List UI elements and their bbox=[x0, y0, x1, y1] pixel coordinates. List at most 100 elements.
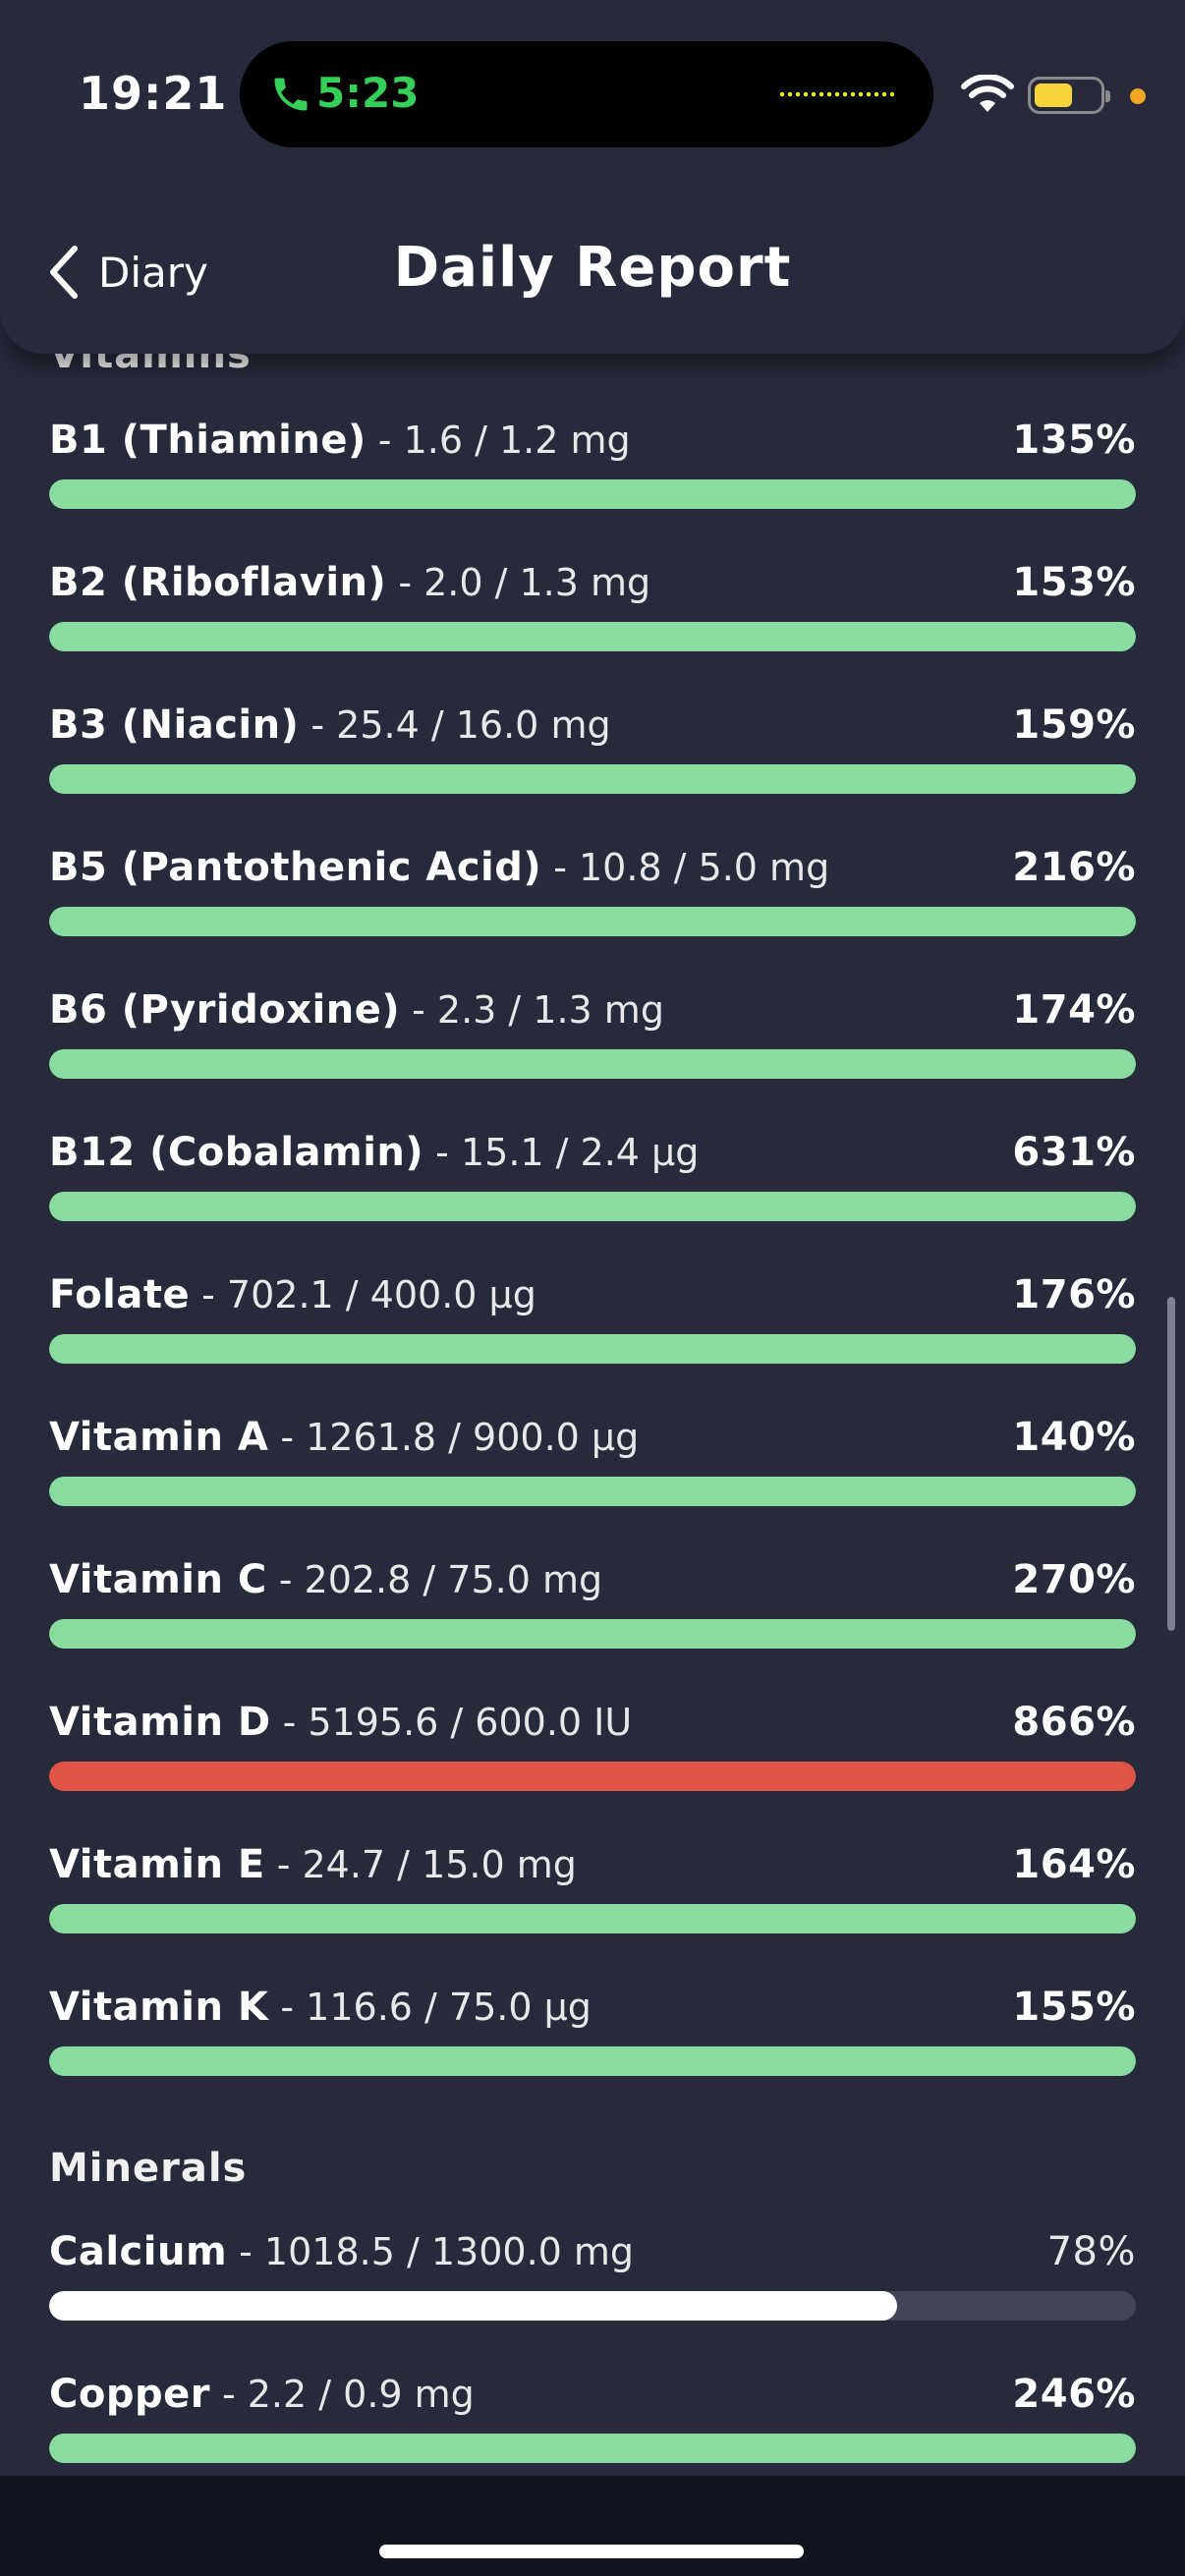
progress-bar-fill bbox=[49, 1904, 1136, 1933]
progress-bar bbox=[49, 1904, 1136, 1933]
nutrient-name: Vitamin K bbox=[49, 1985, 269, 2030]
nutrient-row[interactable]: Vitamin E - 24.7 / 15.0 mg 164% bbox=[49, 1835, 1136, 1933]
bottom-bar bbox=[0, 2476, 1185, 2576]
nutrient-name: B2 (Riboflavin) bbox=[49, 560, 387, 605]
home-indicator[interactable] bbox=[379, 2545, 804, 2558]
nutrient-amount: - 25.4 / 16.0 mg bbox=[310, 703, 611, 747]
nutrient-row[interactable]: Vitamin A - 1261.8 / 900.0 µg 140% bbox=[49, 1408, 1136, 1506]
progress-bar bbox=[49, 907, 1136, 936]
nutrient-percent: 159% bbox=[1012, 702, 1136, 748]
progress-bar bbox=[49, 764, 1136, 794]
nutrient-amount: - 15.1 / 2.4 µg bbox=[435, 1131, 700, 1174]
nutrient-name: B1 (Thiamine) bbox=[49, 418, 367, 463]
nutrient-amount: - 116.6 / 75.0 µg bbox=[280, 1986, 592, 2029]
battery-icon bbox=[1028, 77, 1110, 114]
nutrient-row[interactable]: Vitamin K - 116.6 / 75.0 µg 155% bbox=[49, 1978, 1136, 2076]
progress-bar-fill bbox=[49, 2291, 897, 2321]
progress-bar-fill bbox=[49, 1049, 1136, 1079]
progress-bar bbox=[49, 2434, 1136, 2463]
nutrient-percent: 631% bbox=[1012, 1130, 1136, 1175]
nutrient-amount: - 702.1 / 400.0 µg bbox=[201, 1273, 536, 1316]
progress-bar-fill bbox=[49, 2434, 1136, 2463]
nutrient-row[interactable]: Calcium - 1018.5 / 1300.0 mg 78% bbox=[49, 2222, 1136, 2321]
nutrient-name: Folate bbox=[49, 1272, 191, 1317]
nutrient-amount: - 1261.8 / 900.0 µg bbox=[280, 1416, 640, 1459]
nutrient-percent: 246% bbox=[1012, 2372, 1136, 2417]
progress-bar bbox=[49, 1477, 1136, 1506]
nutrient-amount: - 1.6 / 1.2 mg bbox=[377, 419, 631, 462]
progress-bar bbox=[49, 479, 1136, 509]
progress-bar bbox=[49, 1619, 1136, 1649]
nutrient-name: Copper bbox=[49, 2372, 210, 2417]
nutrient-name: B3 (Niacin) bbox=[49, 702, 300, 748]
nutrient-percent: 155% bbox=[1012, 1985, 1136, 2030]
progress-bar-fill bbox=[49, 1192, 1136, 1221]
battery-level bbox=[1035, 84, 1072, 107]
progress-bar-fill bbox=[49, 1762, 1136, 1791]
nutrient-row[interactable]: B12 (Cobalamin) - 15.1 / 2.4 µg 631% bbox=[49, 1123, 1136, 1221]
report-scroll-view[interactable]: Vitamins B1 (Thiamine) - 1.6 / 1.2 mg 135%… bbox=[0, 0, 1185, 2476]
nutrient-name: Vitamin C bbox=[49, 1557, 267, 1602]
nutrient-name: Vitamin D bbox=[49, 1700, 271, 1745]
scrollbar[interactable] bbox=[1167, 1297, 1175, 1631]
nutrient-row[interactable]: B2 (Riboflavin) - 2.0 / 1.3 mg 153% bbox=[49, 553, 1136, 651]
progress-bar-fill bbox=[49, 1334, 1136, 1364]
nutrient-name: Calcium bbox=[49, 2229, 228, 2274]
progress-bar bbox=[49, 622, 1136, 651]
nutrient-percent: 174% bbox=[1012, 987, 1136, 1033]
dynamic-island-call[interactable]: 5:23 bbox=[240, 41, 933, 147]
nutrient-percent: 866% bbox=[1012, 1700, 1136, 1745]
chevron-left-icon bbox=[50, 246, 78, 299]
nutrient-amount: - 24.7 / 15.0 mg bbox=[276, 1843, 577, 1886]
progress-bar bbox=[49, 1192, 1136, 1221]
progress-bar bbox=[49, 1334, 1136, 1364]
back-button[interactable]: Diary bbox=[47, 238, 208, 307]
nutrient-amount: - 10.8 / 5.0 mg bbox=[553, 846, 830, 889]
progress-bar-fill bbox=[49, 907, 1136, 936]
back-button-label: Diary bbox=[98, 248, 208, 297]
phone-icon bbox=[274, 78, 308, 111]
wifi-icon bbox=[961, 75, 1014, 112]
progress-bar bbox=[49, 1049, 1136, 1079]
progress-bar bbox=[49, 1762, 1136, 1791]
nutrient-amount: - 5195.6 / 600.0 IU bbox=[282, 1701, 633, 1744]
call-timer: 5:23 bbox=[316, 69, 420, 117]
nutrient-name: Vitamin E bbox=[49, 1842, 265, 1887]
nutrient-amount: - 202.8 / 75.0 mg bbox=[278, 1558, 603, 1601]
nutrient-percent: 270% bbox=[1012, 1557, 1136, 1602]
progress-bar bbox=[49, 2291, 1136, 2321]
nutrient-percent: 78% bbox=[1046, 2229, 1136, 2274]
nutrient-row[interactable]: B6 (Pyridoxine) - 2.3 / 1.3 mg 174% bbox=[49, 980, 1136, 1079]
nutrient-percent: 135% bbox=[1012, 418, 1136, 463]
section-title-minerals: Minerals bbox=[49, 2146, 248, 2191]
nutrient-percent: 153% bbox=[1012, 560, 1136, 605]
nutrient-row[interactable]: Copper - 2.2 / 0.9 mg 246% bbox=[49, 2365, 1136, 2463]
progress-bar-fill bbox=[49, 479, 1136, 509]
nutrient-row[interactable]: Vitamin C - 202.8 / 75.0 mg 270% bbox=[49, 1550, 1136, 1649]
nutrient-name: B5 (Pantothenic Acid) bbox=[49, 845, 542, 890]
progress-bar-fill bbox=[49, 764, 1136, 794]
nutrient-percent: 176% bbox=[1012, 1272, 1136, 1317]
progress-bar bbox=[49, 2046, 1136, 2076]
nutrient-row[interactable]: B5 (Pantothenic Acid) - 10.8 / 5.0 mg 216% bbox=[49, 838, 1136, 936]
audio-waveform-icon bbox=[778, 91, 894, 97]
nutrient-name: B6 (Pyridoxine) bbox=[49, 987, 401, 1033]
nutrient-name: B12 (Cobalamin) bbox=[49, 1130, 424, 1175]
privacy-indicator-dot bbox=[1130, 88, 1146, 104]
nutrient-row[interactable]: Folate - 702.1 / 400.0 µg 176% bbox=[49, 1265, 1136, 1364]
progress-bar-fill bbox=[49, 2046, 1136, 2076]
status-bar: 19:21 5:23 bbox=[0, 0, 1185, 187]
nutrient-name: Vitamin A bbox=[49, 1415, 269, 1460]
nutrient-amount: - 2.3 / 1.3 mg bbox=[412, 988, 664, 1032]
nutrient-row[interactable]: B1 (Thiamine) - 1.6 / 1.2 mg 135% bbox=[49, 411, 1136, 509]
progress-bar-fill bbox=[49, 1477, 1136, 1506]
status-time: 19:21 bbox=[79, 67, 228, 120]
nutrient-row[interactable]: B3 (Niacin) - 25.4 / 16.0 mg 159% bbox=[49, 696, 1136, 794]
nutrient-percent: 216% bbox=[1012, 845, 1136, 890]
nutrient-row[interactable]: Vitamin D - 5195.6 / 600.0 IU 866% bbox=[49, 1693, 1136, 1791]
nutrient-amount: - 2.2 / 0.9 mg bbox=[221, 2373, 475, 2416]
nutrient-amount: - 2.0 / 1.3 mg bbox=[398, 561, 651, 604]
nutrient-percent: 140% bbox=[1012, 1415, 1136, 1460]
progress-bar-fill bbox=[49, 622, 1136, 651]
nutrient-amount: - 1018.5 / 1300.0 mg bbox=[239, 2230, 635, 2273]
